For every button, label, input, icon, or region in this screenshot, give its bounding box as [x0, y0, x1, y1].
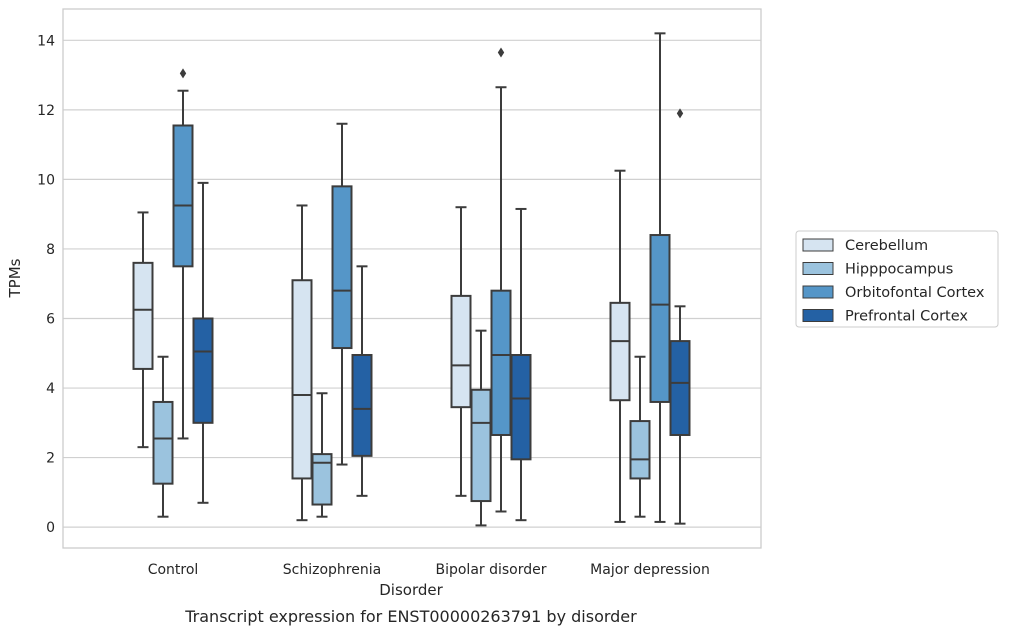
legend-frame: [795, 230, 999, 328]
box-iqr: [490, 289, 512, 436]
chart-caption: Transcript expression for ENST0000026379…: [184, 607, 637, 626]
box-iqr: [470, 388, 492, 503]
box-group: [331, 122, 353, 466]
box-iqr: [510, 354, 532, 461]
box-iqr: [311, 453, 333, 506]
x-tick-labels: Control Schizophrenia Bipolar disorder Majo…: [148, 562, 710, 578]
box-iqr: [291, 279, 313, 480]
y-tick-label: 6: [46, 311, 55, 327]
box-group: [152, 355, 174, 518]
y-tick-label: 10: [37, 172, 55, 188]
box-iqr: [172, 124, 194, 268]
legend: Cerebellum Hipppocampus Orbitofontal Corte…: [795, 230, 999, 328]
y-tick-label: 12: [37, 103, 55, 119]
x-tick-label: Control: [148, 562, 199, 578]
outlier-point: [179, 68, 187, 79]
legend-label: Hipppocampus: [845, 262, 953, 278]
box-group: [311, 392, 333, 518]
y-axis-label: TPMs: [6, 258, 24, 298]
legend-label: Orbitofontal Cortex: [845, 285, 985, 301]
box-group: [132, 211, 154, 449]
legend-swatch: [802, 262, 834, 275]
outlier-point: [676, 108, 684, 119]
box-iqr: [351, 354, 373, 457]
box-group: [649, 32, 671, 523]
box-iqr: [450, 294, 472, 409]
box-group: [450, 206, 472, 497]
y-tick-label: 4: [46, 381, 55, 397]
legend-items: Cerebellum Hipppocampus Orbitofontal Corte…: [802, 238, 985, 325]
box-iqr: [192, 317, 214, 424]
box-iqr: [609, 301, 631, 402]
box-group: [351, 265, 373, 497]
box-group: [192, 181, 214, 504]
y-tick-labels: 0 2 4 6 8 10 12 14: [37, 33, 55, 536]
x-axis-label: Disorder: [379, 581, 443, 599]
x-tick-label: Schizophrenia: [283, 562, 381, 578]
outlier-point: [497, 47, 505, 58]
box-group: [629, 355, 651, 518]
plot-frame: [62, 8, 762, 549]
box-iqr: [132, 261, 154, 370]
box-group: [291, 204, 313, 522]
box-iqr: [649, 234, 671, 403]
box-iqr: [629, 420, 651, 480]
legend-label: Cerebellum: [845, 238, 928, 254]
box-group: [510, 207, 532, 522]
box-group: [609, 169, 631, 523]
box-iqr: [669, 340, 691, 436]
y-tick-label: 2: [46, 451, 55, 467]
y-tick-label: 8: [46, 242, 55, 258]
x-tick-label: Major depression: [590, 562, 710, 578]
box-group: [470, 329, 492, 527]
legend-swatch: [802, 238, 834, 252]
y-tick-label: 14: [37, 33, 55, 49]
legend-label: Prefrontal Cortex: [845, 309, 968, 325]
box-iqr: [331, 185, 353, 350]
box-layer: [132, 32, 691, 527]
box-group: [172, 68, 194, 440]
box-iqr: [152, 400, 174, 485]
y-tick-label: 0: [46, 520, 55, 536]
legend-swatch: [802, 285, 834, 299]
legend-swatch: [802, 309, 834, 322]
box-group: [669, 108, 691, 525]
x-tick-label: Bipolar disorder: [435, 562, 546, 578]
grid-lines: [63, 39, 761, 528]
